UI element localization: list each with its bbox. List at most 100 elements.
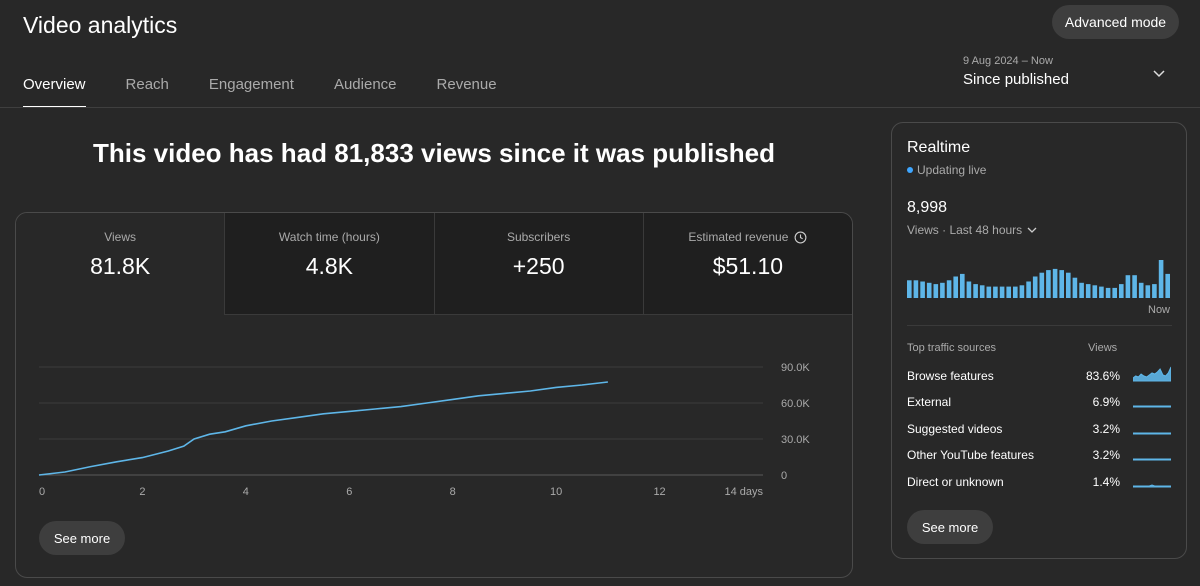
realtime-bar — [1145, 285, 1151, 298]
source-percent: 6.9% — [1092, 395, 1120, 409]
x-tick-label: 10 — [550, 486, 562, 498]
realtime-bar — [1125, 275, 1131, 298]
realtime-bar — [1013, 286, 1018, 298]
source-name: Other YouTube features — [907, 448, 1034, 462]
y-tick-label: 60.0K — [781, 398, 810, 410]
source-percent: 3.2% — [1092, 448, 1120, 462]
realtime-bar — [973, 284, 978, 298]
realtime-bar — [1132, 275, 1137, 298]
realtime-bar — [979, 285, 985, 298]
realtime-see-more-button[interactable]: See more — [907, 510, 993, 544]
chevron-down-icon — [1027, 227, 1037, 233]
realtime-bar — [1052, 268, 1058, 298]
source-name: Suggested videos — [907, 422, 1003, 436]
realtime-bar — [1112, 287, 1117, 298]
realtime-bar — [1138, 282, 1144, 298]
realtime-bar — [999, 286, 1005, 298]
source-sparkline — [1133, 484, 1171, 488]
advanced-mode-button[interactable]: Advanced mode — [1052, 5, 1179, 39]
source-sparkline — [1133, 458, 1171, 461]
clock-icon — [794, 231, 807, 243]
realtime-bar-chart — [907, 260, 1170, 298]
realtime-bar — [920, 281, 925, 298]
realtime-bar — [1152, 284, 1157, 298]
divider — [907, 325, 1172, 326]
y-tick-label: 90.0K — [781, 362, 810, 374]
metric-label: Views — [104, 230, 137, 244]
realtime-bar — [913, 280, 919, 298]
realtime-bar — [953, 276, 958, 298]
realtime-bar — [1165, 273, 1170, 298]
metric-watch-time[interactable]: Watch time (hours) 4.8K — [225, 213, 435, 315]
metric-label: Estimated revenue — [688, 230, 789, 244]
live-dot-icon — [907, 167, 913, 173]
x-tick-label: 4 — [243, 486, 249, 498]
realtime-bar — [993, 286, 998, 298]
tab-overview[interactable]: Overview — [23, 60, 86, 108]
tab-audience[interactable]: Audience — [333, 76, 397, 93]
source-name: Direct or unknown — [907, 475, 1004, 489]
source-name: External — [907, 395, 952, 409]
headline: This video has had 81,833 views since it… — [92, 138, 776, 168]
sparkline-area — [1133, 405, 1171, 408]
metric-value: $51.10 — [712, 253, 784, 279]
metric-value: +250 — [512, 253, 565, 279]
source-sparkline — [1133, 405, 1171, 408]
see-more-button[interactable]: See more — [39, 521, 125, 555]
realtime-bar — [1072, 277, 1078, 298]
traffic-source-row: Browse features 83.6% — [907, 366, 1172, 387]
realtime-bar — [960, 273, 965, 298]
views-column-header: Views — [1088, 342, 1118, 354]
views-line-chart: 0 30.0K 60.0K 90.0K 0 2 4 6 8 10 12 14 days — [38, 362, 810, 498]
tab-bar: Overview Reach Engagement Audience Reven… — [23, 60, 537, 108]
y-tick-label: 0 — [781, 470, 787, 482]
date-range-text: 9 Aug 2024 – Now — [963, 55, 1053, 67]
traffic-source-row: Direct or unknown 1.4% — [907, 475, 1172, 493]
realtime-title: Realtime — [907, 139, 971, 156]
x-tick-label: 8 — [450, 486, 456, 498]
traffic-sources-title: Top traffic sources — [907, 342, 997, 354]
page-title: Video analytics — [23, 12, 178, 38]
traffic-source-row: External 6.9% — [907, 395, 1172, 413]
tab-revenue[interactable]: Revenue — [436, 76, 497, 93]
x-tick-label: 0 — [39, 486, 45, 498]
traffic-source-row: Other YouTube features 3.2% — [907, 448, 1172, 466]
tab-reach[interactable]: Reach — [125, 76, 169, 93]
sparkline-area — [1133, 366, 1171, 382]
tab-engagement[interactable]: Engagement — [208, 76, 294, 93]
source-percent: 1.4% — [1092, 475, 1120, 489]
source-sparkline — [1133, 432, 1171, 435]
realtime-bar — [1066, 272, 1071, 298]
date-range-label: Since published — [963, 71, 1069, 88]
now-label: Now — [1148, 304, 1171, 316]
sparkline-area — [1133, 484, 1171, 488]
realtime-bar — [1158, 260, 1164, 298]
metric-subscribers[interactable]: Subscribers +250 — [434, 213, 644, 315]
realtime-bar — [1039, 272, 1045, 298]
realtime-bar — [986, 286, 992, 298]
traffic-source-row: Suggested videos 3.2% — [907, 422, 1172, 440]
realtime-bar — [1119, 284, 1124, 298]
realtime-bar — [1019, 285, 1025, 298]
source-percent: 3.2% — [1092, 422, 1120, 436]
sparkline-area — [1133, 458, 1171, 461]
metric-views[interactable]: Views 81.8K — [16, 213, 226, 315]
realtime-period-dropdown[interactable]: Views · Last 48 hours — [907, 223, 1038, 237]
metric-label: Subscribers — [506, 230, 571, 244]
date-range-picker[interactable]: 9 Aug 2024 – Now Since published — [963, 52, 1178, 96]
source-percent: 83.6% — [1085, 369, 1120, 383]
realtime-bar — [1059, 270, 1064, 298]
realtime-bar — [1085, 284, 1091, 298]
metric-value: 81.8K — [90, 253, 151, 279]
source-name: Browse features — [907, 369, 994, 383]
x-tick-label: 12 — [653, 486, 665, 498]
realtime-bar — [933, 284, 939, 298]
source-sparkline — [1133, 366, 1171, 382]
realtime-bar — [1006, 286, 1011, 298]
realtime-bar — [1099, 286, 1104, 298]
live-indicator: Updating live — [907, 163, 986, 177]
x-tick-label: 14 days — [724, 486, 763, 498]
metric-revenue[interactable]: Estimated revenue $51.10 — [643, 213, 852, 315]
realtime-bar — [1105, 287, 1111, 298]
tab-divider — [0, 107, 1200, 108]
